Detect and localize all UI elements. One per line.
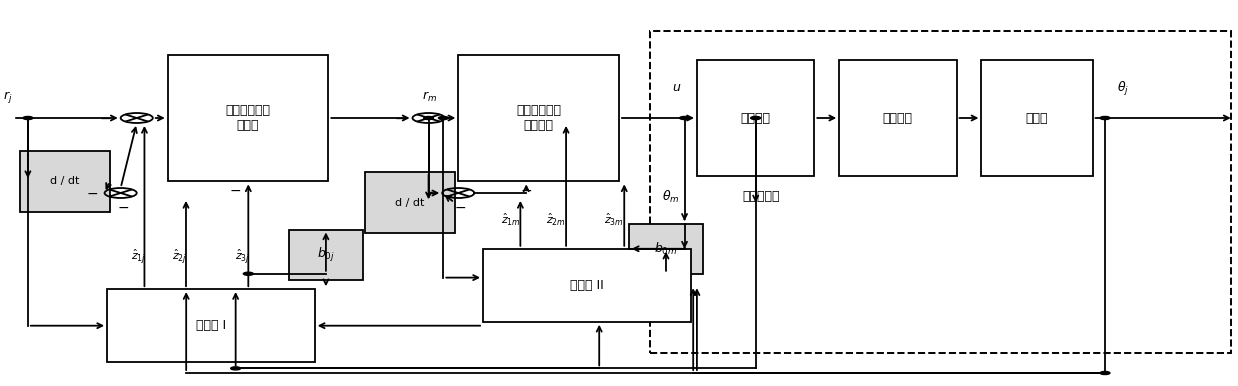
Text: $r_j$: $r_j$ (4, 89, 12, 105)
Text: 机械臂: 机械臂 (1026, 112, 1049, 125)
Text: $b_{0m}$: $b_{0m}$ (654, 241, 677, 257)
Text: 机械臂侧位置
控制器: 机械臂侧位置 控制器 (225, 104, 271, 132)
Text: $\hat{z}_{3j}$: $\hat{z}_{3j}$ (234, 247, 250, 266)
Bar (839, 60, 957, 176)
Text: $\hat{z}_{2m}$: $\hat{z}_{2m}$ (546, 212, 566, 228)
Text: $\hat{z}_{3m}$: $\hat{z}_{3m}$ (604, 212, 624, 228)
Bar (288, 230, 363, 279)
Circle shape (750, 117, 760, 120)
Text: −: − (454, 201, 467, 215)
Text: −: − (230, 184, 241, 198)
Bar (21, 151, 109, 212)
Circle shape (230, 367, 240, 370)
Text: 直流电机: 直流电机 (740, 112, 770, 125)
Text: −: − (395, 112, 406, 126)
Text: 柔性节点: 柔性节点 (883, 112, 912, 125)
Circle shape (438, 117, 448, 120)
Text: $r_m$: $r_m$ (422, 90, 437, 104)
Bar (167, 54, 328, 181)
Text: 直流电机侧位
置控制器: 直流电机侧位 置控制器 (516, 104, 561, 132)
Text: −: − (87, 187, 98, 201)
Bar (458, 54, 619, 181)
Bar (365, 172, 454, 234)
Text: −: − (520, 184, 532, 198)
Circle shape (24, 117, 33, 120)
Text: $\hat{z}_{1m}$: $\hat{z}_{1m}$ (500, 212, 520, 228)
Text: −: − (99, 112, 110, 126)
Text: 观测器 II: 观测器 II (569, 279, 604, 292)
Text: −: − (118, 201, 129, 215)
Text: −: − (425, 187, 436, 201)
Text: 柔性机械臂: 柔性机械臂 (743, 190, 780, 203)
Bar (697, 60, 815, 176)
Text: $\theta_m$: $\theta_m$ (662, 189, 680, 205)
Bar (106, 289, 314, 362)
Text: d / dt: d / dt (395, 198, 425, 208)
Circle shape (1101, 117, 1110, 120)
Text: $u$: $u$ (672, 81, 682, 94)
Bar (650, 32, 1231, 353)
Text: $\hat{z}_{1j}$: $\hat{z}_{1j}$ (131, 247, 146, 266)
Bar (982, 60, 1093, 176)
Bar (629, 224, 703, 274)
Circle shape (423, 117, 433, 120)
Text: $\theta_j$: $\theta_j$ (1118, 80, 1129, 98)
Circle shape (244, 272, 254, 275)
Circle shape (1101, 371, 1110, 374)
Bar (483, 249, 691, 322)
Text: $b_{0j}$: $b_{0j}$ (317, 245, 335, 264)
Circle shape (680, 117, 690, 120)
Text: 观测器 I: 观测器 I (196, 319, 227, 332)
Text: $\hat{z}_{2j}$: $\hat{z}_{2j}$ (172, 247, 187, 266)
Text: d / dt: d / dt (51, 176, 79, 186)
